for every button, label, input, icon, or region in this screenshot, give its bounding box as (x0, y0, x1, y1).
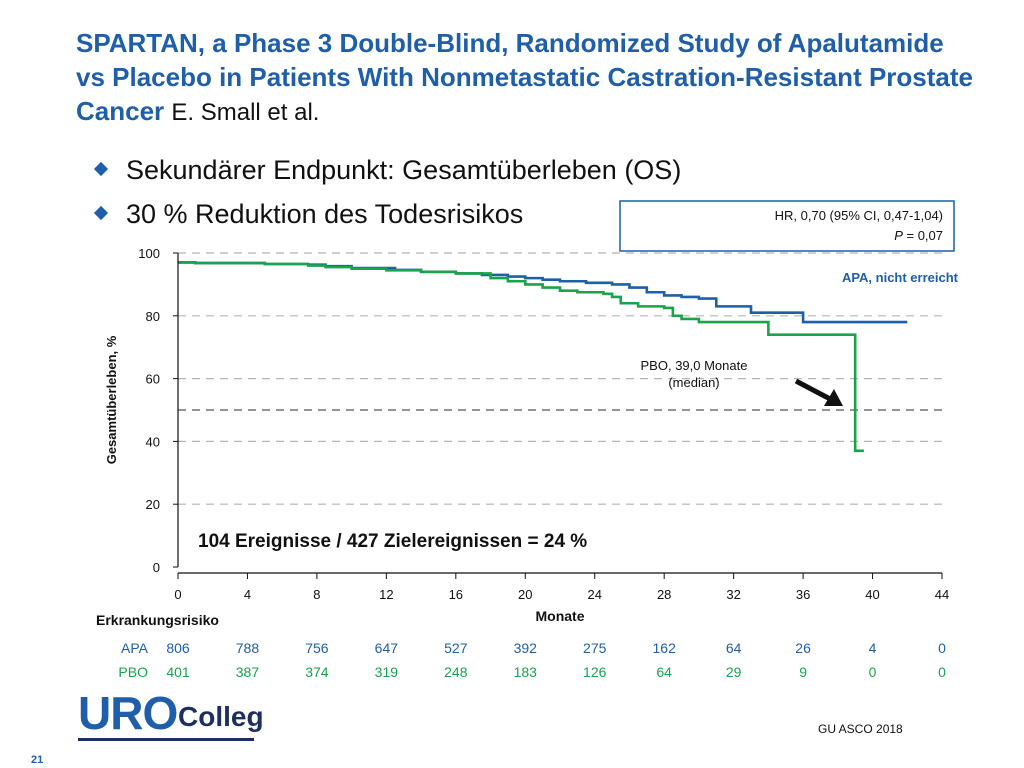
pbo-annotation-line2: (median) (668, 375, 719, 390)
risk-row-label-apa: APA (121, 640, 149, 656)
x-axis-ticks: 0 4 8 12 16 20 24 28 32 36 40 44 (174, 573, 949, 602)
risk-cell: 248 (444, 664, 468, 680)
y-tick-label: 20 (146, 497, 160, 512)
slide-title-main: SPARTAN, a Phase 3 Double-Blind, Randomi… (76, 28, 973, 126)
y-tick-label: 80 (146, 309, 160, 324)
x-tick-label: 24 (587, 587, 601, 602)
x-tick-label: 4 (244, 587, 251, 602)
y-axis-label: Gesamtüberleben, % (104, 335, 119, 464)
x-tick-label: 44 (935, 587, 949, 602)
x-tick-label: 8 (313, 587, 320, 602)
x-tick-label: 28 (657, 587, 671, 602)
risk-cell: 126 (583, 664, 607, 680)
logo-underline (78, 738, 254, 741)
x-tick-label: 16 (449, 587, 463, 602)
y-tick-label: 100 (138, 246, 160, 261)
y-tick-label: 0 (153, 560, 160, 575)
x-tick-label: 32 (726, 587, 740, 602)
risk-cell: 0 (938, 664, 946, 680)
risk-cell: 387 (236, 664, 260, 680)
bullet-list: Sekundärer Endpunkt: Gesamtüberleben (OS… (92, 148, 681, 236)
risk-cell: 788 (236, 640, 260, 656)
apa-annotation: APA, nicht erreicht (842, 270, 959, 285)
hr-box-p-label: P (894, 228, 903, 243)
bullet-item-endpoint: Sekundärer Endpunkt: Gesamtüberleben (OS… (92, 148, 681, 192)
risk-cell: 26 (795, 640, 811, 656)
page-number: 21 (31, 754, 44, 766)
urocolleg-logo: URO Colleg (78, 687, 264, 742)
hr-box: HR, 0,70 (95% CI, 0,47-1,04) P = 0,07 (619, 200, 955, 252)
series-line-pbo (178, 261, 864, 453)
risk-cell: 29 (726, 664, 742, 680)
hr-box-line2: P = 0,07 (894, 228, 943, 243)
risk-cell: 527 (444, 640, 468, 656)
arrow-icon (794, 378, 843, 406)
bullet-text: Sekundärer Endpunkt: Gesamtüberleben (OS… (126, 155, 682, 185)
logo-colleg-text: Colleg (178, 701, 264, 732)
x-axis-label: Monate (536, 608, 585, 624)
risk-cell: 0 (869, 664, 877, 680)
risk-cell: 806 (166, 640, 190, 656)
x-tick-label: 12 (379, 587, 393, 602)
risk-cell: 162 (653, 640, 677, 656)
risk-cell: 319 (375, 664, 399, 680)
risk-cell: 4 (869, 640, 877, 656)
logo-uro-text: URO (78, 687, 178, 739)
y-tick-label: 40 (146, 434, 160, 449)
risk-cell: 64 (656, 664, 672, 680)
x-tick-label: 40 (865, 587, 879, 602)
risk-cell: 392 (514, 640, 538, 656)
x-tick-label: 0 (174, 587, 181, 602)
hr-box-line1: HR, 0,70 (95% CI, 0,47-1,04) (775, 208, 943, 223)
risk-cell: 9 (799, 664, 807, 680)
risk-table-header: Erkrankungsrisiko (96, 612, 219, 628)
bullet-item-risk-reduction: 30 % Reduktion des Todesrisikos (92, 192, 681, 236)
slide-title-author: E. Small et al. (171, 99, 320, 126)
risk-cell: 647 (375, 640, 399, 656)
source-citation: GU ASCO 2018 (818, 722, 903, 736)
chart-series (178, 261, 908, 453)
risk-table: APA 806 788 756 647 527 392 275 162 64 26 4 0 PBO 401 3… (118, 640, 946, 680)
risk-row-label-pbo: PBO (118, 664, 148, 680)
y-tick-label: 60 (146, 372, 160, 387)
series-line-apa (178, 261, 908, 324)
risk-cell: 275 (583, 640, 607, 656)
y-axis-ticks: 0 20 40 60 80 100 (138, 246, 178, 575)
hr-box-p-value: = 0,07 (903, 228, 943, 243)
risk-cell: 756 (305, 640, 329, 656)
events-annotation: 104 Ereignisse / 427 Zielereignissen = 2… (198, 531, 587, 552)
slide-title: SPARTAN, a Phase 3 Double-Blind, Randomi… (76, 26, 976, 130)
hr-box-frame (619, 200, 955, 252)
risk-cell: 183 (514, 664, 538, 680)
chart-axes (177, 253, 942, 574)
x-tick-label: 36 (796, 587, 810, 602)
x-tick-label: 20 (518, 587, 532, 602)
chart-gridlines (178, 252, 942, 505)
bullet-text: 30 % Reduktion des Todesrisikos (126, 199, 524, 229)
risk-cell: 401 (166, 664, 190, 680)
pbo-annotation-line1: PBO, 39,0 Monate (641, 358, 748, 373)
risk-cell: 0 (938, 640, 946, 656)
risk-cell: 374 (305, 664, 329, 680)
risk-cell: 64 (726, 640, 742, 656)
